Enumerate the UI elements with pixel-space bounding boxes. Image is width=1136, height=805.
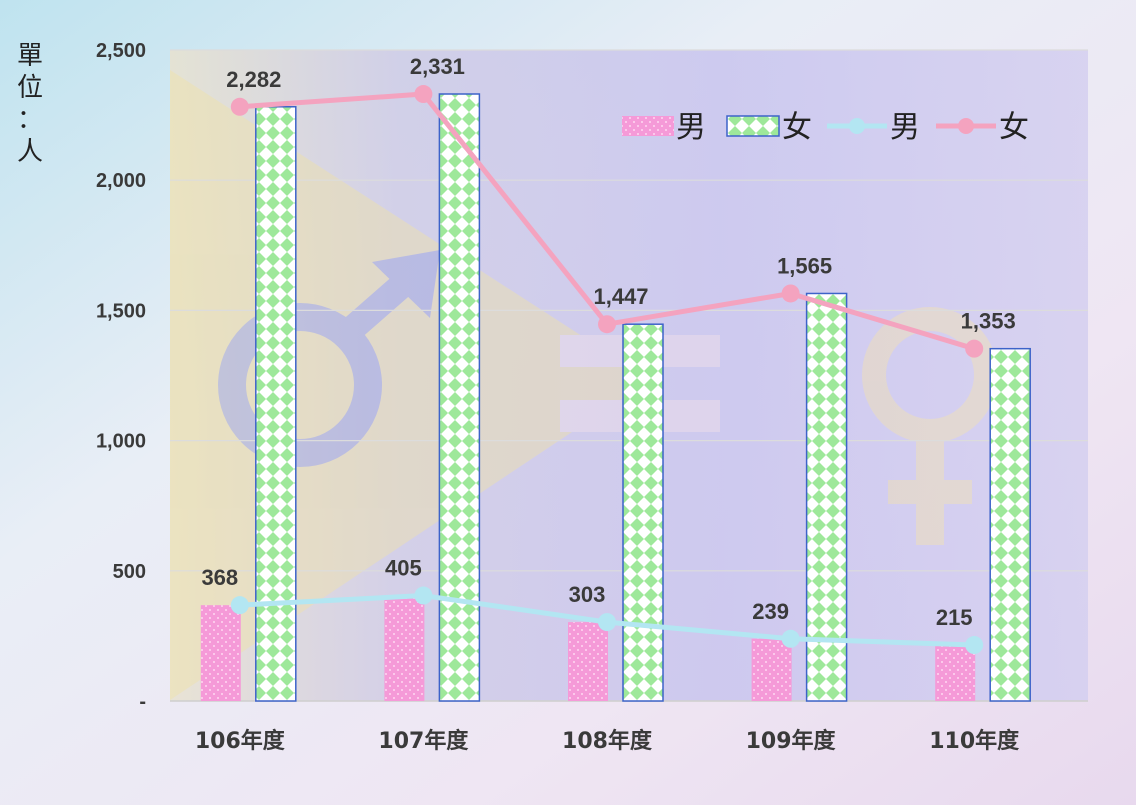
y-tick-label: 1,500 [96,300,146,322]
legend-item-female-bar: 女 [726,110,812,145]
bar-female [622,323,664,702]
point-male [414,586,433,605]
data-labels: 2,282 2,331 1,447 1,565 1,353 368 405 303 239 215 [201,54,1015,630]
y-tick-label: 1,000 [96,431,146,453]
legend-item-male-bar: 男 [622,110,706,145]
point-female [965,339,984,358]
y-tick-label: 500 [113,561,146,583]
data-label-female: 1,565 [777,253,832,278]
legend-label-female-line: 女 [999,110,1029,145]
unit-char: 人 [17,137,43,167]
y-axis-unit-label: 單位：人 [17,41,43,167]
bar-male [568,622,608,701]
point-female [414,85,433,104]
point-female [781,284,800,303]
legend-item-male-line: 男 [827,110,920,145]
bar-female [438,93,481,702]
lines [230,85,984,655]
x-tick-label: 110年度 [929,728,1020,754]
unit-char: 位 [17,73,43,103]
legend-marker-male-line [849,118,865,134]
x-tick-label: 107年度 [378,728,469,754]
legend-item-female-line: 女 [936,110,1029,145]
legend-label-male-line: 男 [890,110,920,145]
data-label-male: 303 [569,582,606,607]
unit-char: ： [17,105,43,135]
bars [200,93,1031,702]
data-label-female: 2,282 [226,67,281,92]
x-axis-ticks: 106年度 107年度 108年度 109年度 110年度 [195,728,1020,754]
legend-swatch-female-bar [726,115,780,137]
y-tick-label: 2,000 [96,170,146,192]
bar-male [751,638,792,701]
x-tick-label: 109年度 [746,728,837,754]
y-tick-label: 2,500 [96,40,146,62]
unit-char: 單 [17,41,43,71]
point-female [230,97,249,116]
legend-label-female-bar: 女 [782,110,812,145]
y-tick-label: - [139,691,146,713]
bar-female [805,292,848,702]
bar-male [384,595,425,701]
data-label-female: 2,331 [410,54,465,79]
legend: 男 女 男 女 [622,110,1029,145]
data-label-male: 239 [752,599,789,624]
bar-male [200,605,241,701]
bar-male [935,645,976,701]
data-label-female: 1,447 [593,284,648,309]
bar-female [989,347,1031,702]
x-tick-label: 106年度 [195,728,286,754]
data-label-female: 1,353 [961,309,1016,334]
data-label-male: 215 [936,605,973,630]
point-male [230,596,249,615]
data-label-male: 405 [385,556,422,581]
bar-female [255,106,297,702]
x-tick-label: 108年度 [562,728,653,754]
point-male [781,629,800,648]
legend-swatch-male-bar [622,116,674,136]
y-axis-ticks: - 500 1,000 1,500 2,000 2,500 [96,40,146,713]
legend-label-male-bar: 男 [676,110,706,145]
point-female [598,315,616,334]
point-male [965,636,984,655]
data-label-male: 368 [201,565,238,590]
legend-marker-female-line [958,118,974,134]
point-male [598,613,616,632]
